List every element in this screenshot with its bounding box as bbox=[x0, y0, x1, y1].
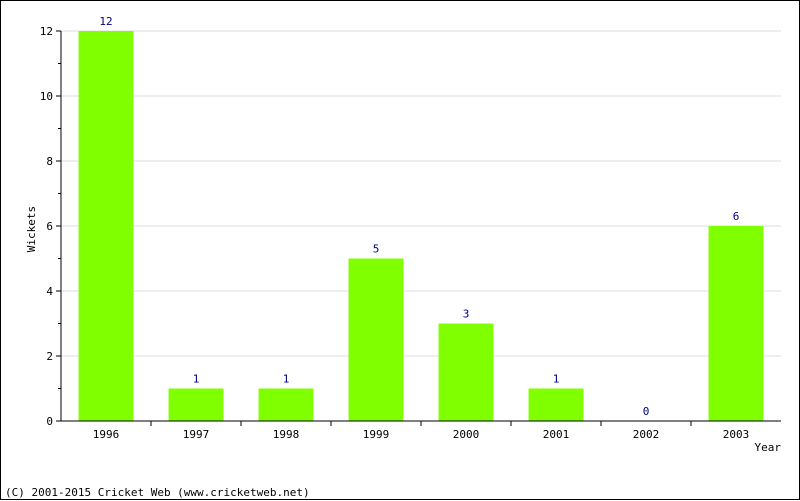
y-tick-label: 6 bbox=[46, 220, 53, 233]
copyright-text: (C) 2001-2015 Cricket Web (www.cricketwe… bbox=[5, 486, 310, 499]
bar-1999 bbox=[348, 258, 404, 421]
bar-1996 bbox=[78, 31, 134, 421]
bars bbox=[78, 31, 764, 421]
y-tick-label: 0 bbox=[46, 415, 53, 428]
x-tick-label-1996: 1996 bbox=[93, 428, 120, 441]
x-tick-label-2000: 2000 bbox=[453, 428, 480, 441]
x-tick-label-1998: 1998 bbox=[273, 428, 300, 441]
value-label-2003: 6 bbox=[733, 210, 740, 223]
value-label-2001: 1 bbox=[553, 373, 560, 386]
x-tick-label-2001: 2001 bbox=[543, 428, 570, 441]
x-axis-title: Year bbox=[755, 441, 782, 454]
value-label-1999: 5 bbox=[373, 243, 380, 256]
bar-2003 bbox=[708, 226, 764, 421]
x-tick-label-2002: 2002 bbox=[633, 428, 660, 441]
bar-1998 bbox=[258, 388, 314, 421]
value-label-1996: 12 bbox=[99, 15, 112, 28]
x-tick-labels: 1996 1997 1998 1999 2000 2001 2002 2003 bbox=[93, 421, 750, 441]
bar-2000 bbox=[438, 323, 494, 421]
bar-2001 bbox=[528, 388, 584, 421]
y-tick-label: 2 bbox=[46, 350, 53, 363]
y-tick-label: 12 bbox=[40, 25, 53, 38]
value-label-2002: 0 bbox=[643, 405, 650, 418]
y-tick-labels: 0 2 4 6 8 10 12 bbox=[40, 25, 61, 428]
y-tick-label: 4 bbox=[46, 285, 53, 298]
grid-lines bbox=[61, 30, 781, 357]
value-labels: 12 1 1 5 3 1 0 6 bbox=[99, 15, 739, 418]
y-axis-title: Wickets bbox=[25, 206, 38, 252]
bar-1997 bbox=[168, 388, 224, 421]
value-label-2000: 3 bbox=[463, 308, 470, 321]
value-label-1997: 1 bbox=[193, 373, 200, 386]
x-tick-label-1999: 1999 bbox=[363, 428, 390, 441]
value-label-1998: 1 bbox=[283, 373, 290, 386]
x-tick-label-1997: 1997 bbox=[183, 428, 210, 441]
y-tick-label: 10 bbox=[40, 90, 53, 103]
x-tick-label-2003: 2003 bbox=[723, 428, 750, 441]
y-tick-label: 8 bbox=[46, 155, 53, 168]
